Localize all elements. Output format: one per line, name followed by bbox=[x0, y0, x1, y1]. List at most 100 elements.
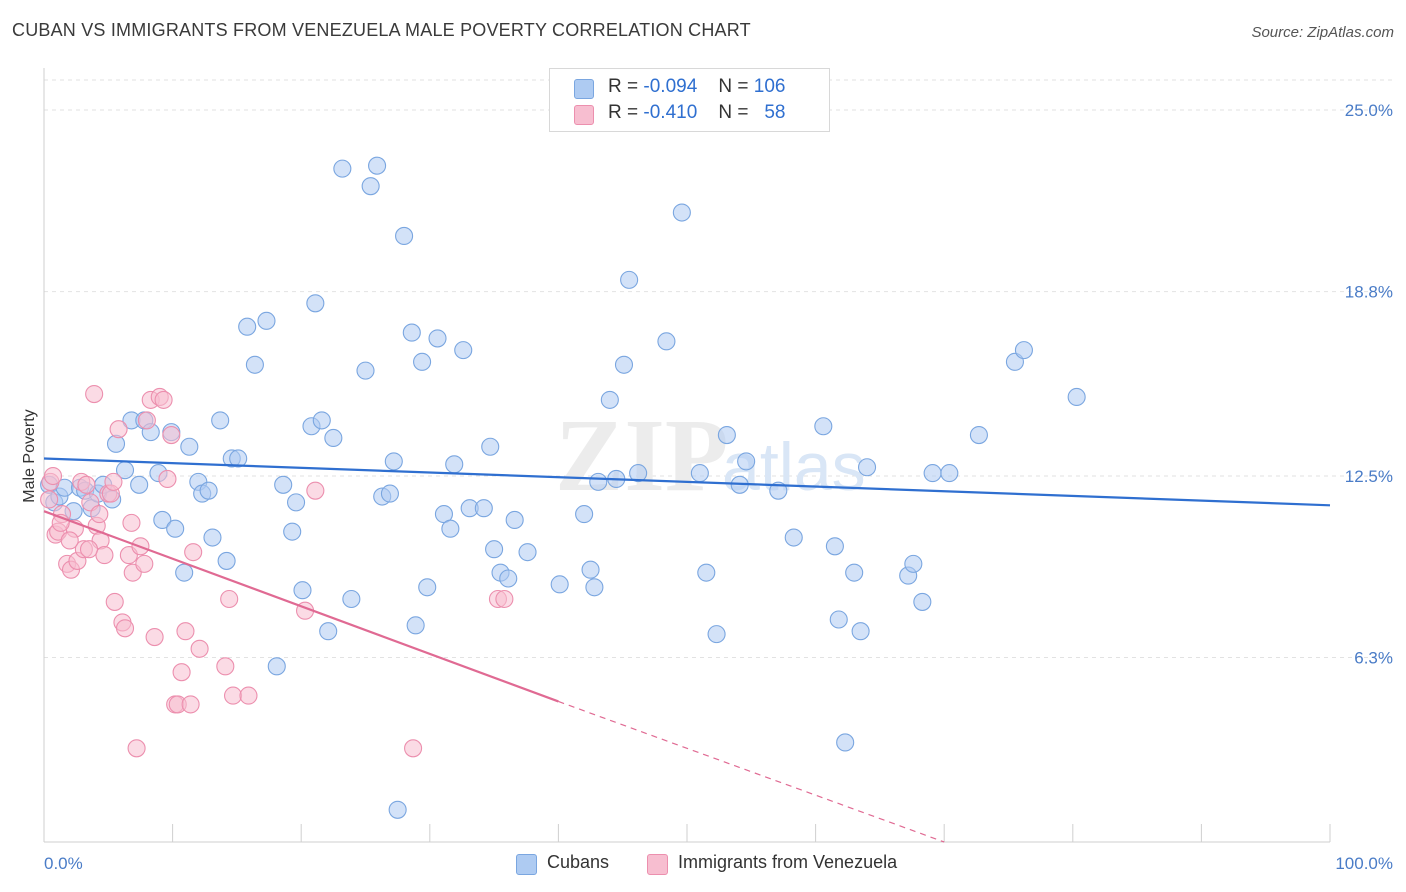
point-cubans bbox=[1014, 341, 1033, 360]
point-venezuela bbox=[127, 739, 146, 758]
point-cubans bbox=[454, 341, 473, 360]
point-cubans bbox=[697, 563, 716, 582]
point-cubans bbox=[672, 203, 691, 222]
point-cubans bbox=[717, 425, 736, 445]
point-cubans bbox=[368, 156, 387, 175]
point-cubans bbox=[657, 332, 676, 351]
point-cubans bbox=[324, 428, 343, 448]
tick-labels: 6.3% 12.5% 18.8% 25.0% 0.0% 100.0% bbox=[44, 101, 1393, 873]
point-venezuela bbox=[404, 739, 423, 758]
point-cubans bbox=[166, 519, 185, 538]
legend-swatch-venezuela bbox=[574, 105, 594, 125]
trend-extension-venezuela bbox=[558, 700, 945, 843]
point-venezuela bbox=[223, 686, 243, 705]
point-cubans bbox=[274, 475, 293, 494]
point-cubans bbox=[940, 464, 959, 483]
trend-line-cubans bbox=[43, 457, 1331, 507]
y-axis-label: Male Poverty bbox=[21, 409, 38, 502]
legend-n-label: N = bbox=[718, 102, 749, 123]
bottom-legend-swatch-cubans bbox=[516, 854, 537, 875]
point-cubans bbox=[287, 493, 306, 512]
point-venezuela bbox=[104, 472, 123, 491]
bottom-legend-swatch-venezuela bbox=[647, 854, 668, 875]
point-cubans bbox=[175, 563, 194, 582]
point-cubans bbox=[361, 177, 380, 196]
legend-r-label: R = bbox=[608, 76, 639, 97]
point-venezuela bbox=[105, 592, 124, 611]
bottom-legend: Cubans Immigrants from Venezuela bbox=[0, 851, 1406, 877]
point-venezuela bbox=[135, 554, 154, 573]
point-cubans bbox=[418, 578, 437, 597]
point-venezuela bbox=[184, 543, 203, 562]
trend-lines bbox=[43, 457, 1331, 843]
point-venezuela bbox=[43, 466, 63, 486]
x-tick-label: 100.0% bbox=[1335, 854, 1393, 873]
point-cubans bbox=[585, 578, 604, 597]
bottom-legend-label-cubans: Cubans bbox=[547, 852, 610, 872]
point-venezuela bbox=[176, 622, 195, 641]
point-cubans bbox=[829, 610, 848, 629]
point-venezuela bbox=[122, 513, 141, 532]
point-venezuela bbox=[216, 657, 235, 676]
point-venezuela bbox=[137, 411, 156, 430]
point-cubans bbox=[499, 569, 518, 588]
point-cubans bbox=[851, 622, 870, 641]
point-cubans bbox=[106, 434, 126, 453]
legend-n-value: 106 bbox=[753, 76, 786, 97]
point-cubans bbox=[428, 329, 447, 348]
point-cubans bbox=[474, 499, 493, 518]
point-cubans bbox=[845, 563, 864, 582]
point-cubans bbox=[1067, 387, 1086, 407]
grid-lines bbox=[44, 79, 1392, 659]
legend-n-label: N = bbox=[718, 76, 749, 97]
legend-r-label: R = bbox=[608, 102, 639, 123]
point-cubans bbox=[283, 522, 302, 541]
point-cubans bbox=[238, 317, 257, 336]
point-venezuela bbox=[162, 425, 181, 445]
point-venezuela bbox=[172, 663, 191, 682]
point-venezuela bbox=[158, 469, 177, 489]
point-cubans bbox=[130, 475, 149, 494]
legend-r-value: -0.410 bbox=[643, 102, 698, 123]
point-cubans bbox=[707, 625, 726, 644]
point-cubans bbox=[245, 355, 264, 374]
point-cubans bbox=[293, 581, 312, 600]
point-cubans bbox=[384, 452, 403, 471]
point-venezuela bbox=[90, 505, 109, 524]
bottom-legend-label-venezuela: Immigrants from Venezuela bbox=[678, 852, 898, 872]
y-tick-label: 18.8% bbox=[1345, 283, 1393, 302]
point-venezuela bbox=[239, 686, 258, 705]
point-cubans bbox=[333, 159, 352, 178]
data-points bbox=[40, 156, 1086, 819]
point-venezuela bbox=[495, 589, 514, 609]
point-cubans bbox=[836, 733, 855, 752]
point-venezuela bbox=[154, 390, 173, 409]
point-cubans bbox=[690, 464, 709, 483]
point-cubans bbox=[857, 458, 877, 477]
axes bbox=[43, 68, 1331, 843]
source-credit: Source: ZipAtlas.com bbox=[1251, 24, 1394, 41]
point-cubans bbox=[306, 294, 325, 313]
point-cubans bbox=[614, 355, 634, 374]
point-cubans bbox=[267, 657, 286, 676]
point-cubans bbox=[402, 323, 421, 342]
point-cubans bbox=[413, 352, 432, 371]
point-venezuela bbox=[115, 619, 135, 638]
point-cubans bbox=[203, 528, 222, 547]
point-cubans bbox=[969, 425, 988, 445]
point-cubans bbox=[199, 481, 218, 500]
point-cubans bbox=[342, 589, 361, 609]
point-cubans bbox=[406, 616, 425, 635]
legend-r-value: -0.094 bbox=[643, 76, 698, 97]
point-cubans bbox=[485, 540, 504, 559]
point-venezuela bbox=[79, 540, 99, 559]
point-cubans bbox=[505, 510, 524, 529]
point-cubans bbox=[629, 464, 648, 483]
watermark-zip: ZIP bbox=[555, 398, 728, 513]
trend-line-venezuela bbox=[43, 510, 559, 703]
point-cubans bbox=[737, 452, 756, 471]
point-venezuela bbox=[190, 639, 209, 658]
point-cubans bbox=[600, 390, 619, 409]
point-cubans bbox=[814, 417, 833, 436]
